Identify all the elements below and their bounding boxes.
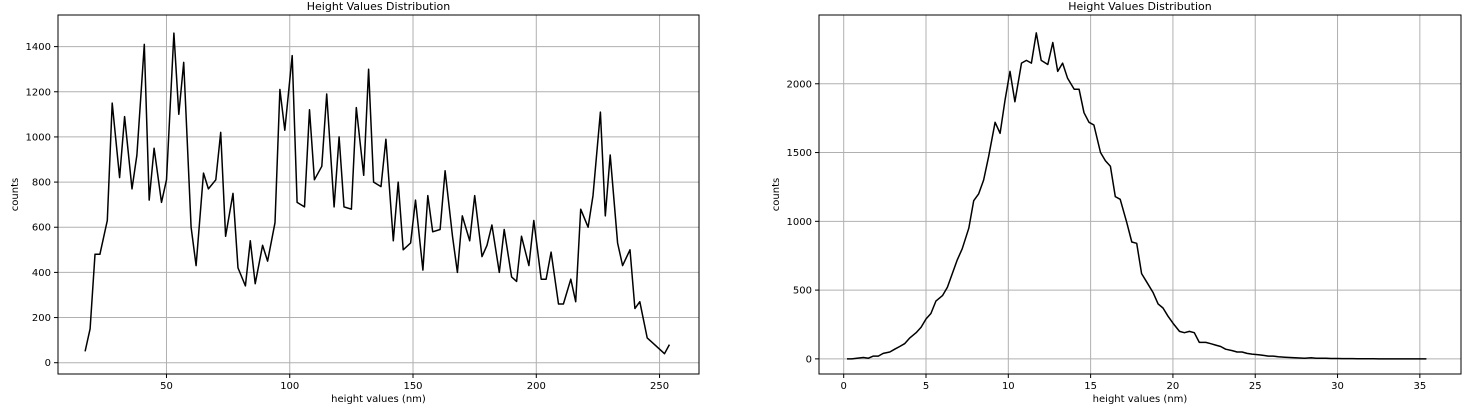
y-tick-label-right: 500: [793, 286, 812, 297]
x-tick-label-right: 15: [1084, 381, 1097, 392]
plot-frame-left: [57, 14, 700, 375]
y-tick-label-left: 800: [32, 178, 51, 189]
y-tick-label-left: 0: [45, 358, 51, 369]
chart-title-left: Height Values Distribution: [307, 0, 450, 13]
chart-title-right: Height Values Distribution: [1068, 0, 1211, 13]
y-tick-label-left: 1200: [26, 87, 51, 98]
y-axis-label-right: counts: [771, 178, 782, 211]
grid-right: [819, 15, 1461, 374]
series-line-right: [847, 32, 1427, 360]
chart-left: 50 100 150 200 2500200400600800100012001400 …: [10, 0, 700, 405]
y-tick-label-right: 1000: [787, 217, 812, 228]
ticks-right: 0 5 10 15 20 25 30 35 0 500 1000 1500 2000: [787, 79, 1427, 392]
x-tick-label-right: 0: [841, 381, 847, 392]
x-tick-label-right: 5: [923, 381, 929, 392]
x-tick-label-right: 10: [1002, 381, 1015, 392]
y-tick-label-right: 2000: [787, 79, 812, 90]
x-tick-label-right: 20: [1167, 381, 1180, 392]
chart-right: 0 5 10 15 20 25 30 35 0 500 1000 1500 2000 Height Va…: [771, 0, 1462, 405]
y-tick-label-left: 1400: [26, 42, 51, 53]
y-tick-label-right: 1500: [787, 148, 812, 159]
y-tick-label-left: 400: [32, 268, 51, 279]
series-line-left: [84, 32, 671, 355]
x-tick-label-left: 50: [160, 381, 173, 392]
x-tick-label-right: 30: [1331, 381, 1344, 392]
x-tick-label-left: 150: [403, 381, 422, 392]
x-axis-label-right: height values (nm): [1093, 394, 1188, 405]
x-tick-label-left: 100: [280, 381, 299, 392]
x-tick-label-left: 200: [527, 381, 546, 392]
x-axis-label-left: height values (nm): [331, 394, 426, 405]
x-tick-label-right: 35: [1413, 381, 1426, 392]
ticks-left: 50 100 150 200 250 0 200 400 600 800 1000 1200 1400: [26, 42, 670, 392]
y-tick-label-left: 200: [32, 313, 51, 324]
grid-left: [58, 15, 699, 374]
y-tick-label-right: 0: [806, 354, 812, 365]
y-tick-label-left: 600: [32, 223, 51, 234]
y-axis-label-left: counts: [10, 178, 21, 211]
x-tick-label-left: 250: [650, 381, 669, 392]
y-tick-label-left: 1000: [26, 132, 51, 143]
plot-frame-right: [818, 14, 1462, 375]
x-tick-label-right: 25: [1249, 381, 1262, 392]
